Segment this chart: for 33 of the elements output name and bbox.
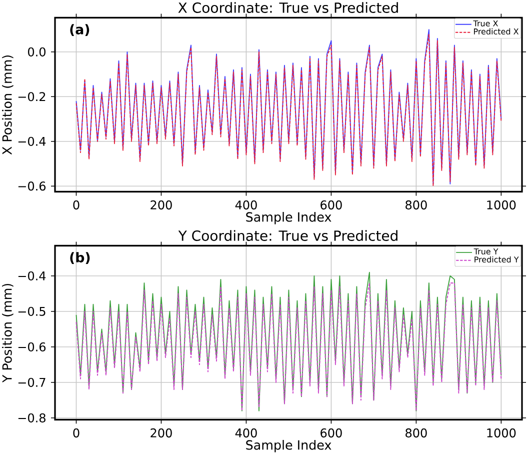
annotation: (a)	[70, 24, 90, 36]
x-tick-label: 400	[235, 428, 257, 438]
y-tick-label: −0.2	[18, 92, 46, 102]
x-tick-label: 0	[73, 200, 80, 210]
x-tick-label: 600	[320, 200, 342, 210]
x-axis-title: Sample Index	[246, 440, 332, 452]
y-tick-label: −0.8	[18, 413, 46, 422]
legend-label: Predicted Y	[474, 256, 519, 263]
y-tick-label: −0.4	[18, 271, 46, 280]
y-tick-label: −0.5	[18, 306, 46, 316]
y-axis-title: X Position (mm)	[2, 55, 14, 155]
x-tick-label: 200	[150, 428, 172, 438]
x-axis-title: Sample Index	[246, 212, 332, 224]
x-tick-label: 1000	[487, 200, 516, 210]
x-tick-label: 400	[235, 200, 257, 210]
legend-label: True X	[473, 20, 498, 26]
y-tick-label: −0.6	[18, 342, 46, 352]
x-tick-label: 0	[73, 428, 80, 438]
y-tick-label: −0.4	[18, 136, 46, 146]
chart-title: Y Coordinate: True vs Predicted	[178, 230, 398, 241]
y-axis-title: Y Position (mm)	[2, 284, 14, 383]
x-tick-label: 800	[406, 428, 427, 438]
x-tick-label: 1000	[487, 428, 516, 438]
x-tick-label: 800	[406, 200, 427, 210]
x-tick-label: 600	[320, 428, 342, 438]
chart-title: X Coordinate: True vs Predicted	[178, 2, 398, 13]
legend-label: True Y	[474, 248, 498, 254]
y-tick-label: −0.7	[18, 378, 46, 387]
x-tick-label: 200	[150, 200, 172, 210]
legend-label: Predicted X	[474, 28, 519, 34]
y-tick-label: −0.6	[18, 182, 46, 191]
y-tick-label: 0.0	[28, 47, 46, 56]
annotation: (b)	[70, 252, 90, 264]
